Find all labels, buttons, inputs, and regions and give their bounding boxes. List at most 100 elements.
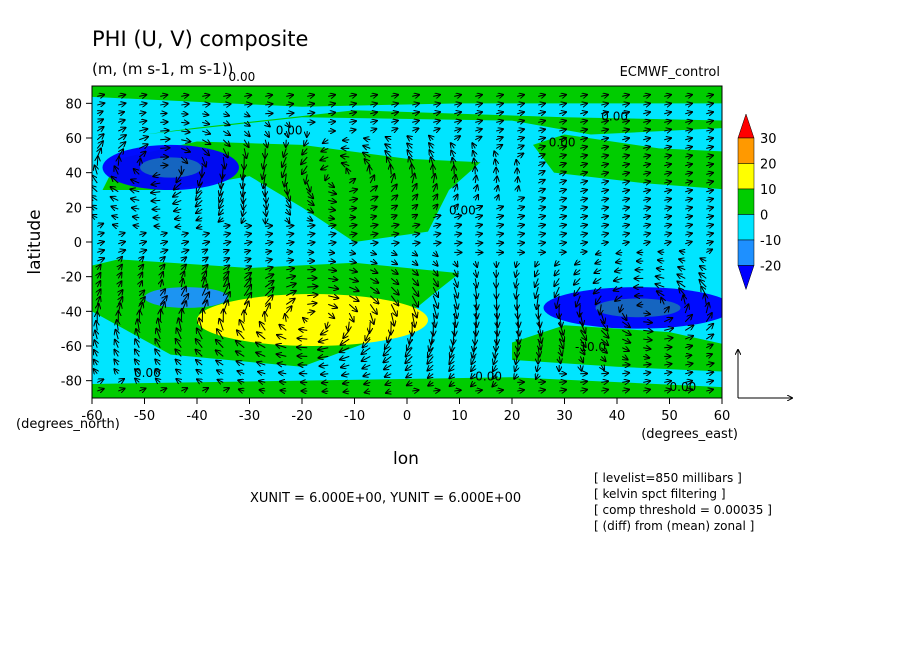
wind-vector: [97, 273, 100, 279]
wind-vector: [496, 103, 503, 105]
wind-vector: [115, 340, 118, 348]
wind-vector: [391, 261, 397, 264]
wind-vector: [559, 234, 566, 236]
wind-vector: [536, 374, 538, 379]
y-tick-label: 20: [65, 201, 82, 216]
wind-vector: [286, 208, 290, 215]
wind-vector: [321, 374, 329, 375]
wind-vector: [664, 307, 669, 314]
wind-vector: [664, 207, 671, 209]
wind-vector: [239, 389, 244, 391]
colorbar-swatch: [737, 214, 755, 241]
wind-vector: [496, 206, 503, 209]
wind-vector: [340, 347, 350, 352]
wind-vector: [685, 112, 692, 114]
source-label: ECMWF_control: [620, 65, 720, 80]
wind-vector: [411, 286, 418, 296]
x-tick-label: -50: [134, 409, 155, 424]
wind-vector: [685, 199, 692, 201]
wind-vector: [643, 147, 650, 149]
wind-vector: [328, 104, 335, 106]
wind-vector: [516, 260, 517, 267]
wind-vector: [118, 112, 124, 114]
wind-vector: [260, 390, 266, 391]
wind-vector: [580, 121, 587, 123]
wind-vector: [328, 209, 335, 210]
x-tick-label: 0: [403, 409, 411, 424]
wind-vector: [475, 103, 482, 105]
wind-vector: [365, 159, 371, 167]
wind-vector: [643, 339, 651, 340]
wind-vector: [616, 261, 623, 262]
wind-vector: [496, 243, 503, 244]
wind-vector: [265, 104, 272, 105]
wind-vector: [197, 226, 202, 228]
wind-vector: [118, 128, 125, 131]
wind-vector: [621, 321, 630, 328]
wind-vector: [622, 356, 627, 359]
wind-vector: [286, 226, 293, 227]
wind-vector: [433, 215, 440, 217]
wind-vector: [559, 189, 566, 191]
wind-vector: [601, 390, 608, 391]
wind-vector: [286, 95, 293, 97]
y-tick-label: 0: [74, 236, 82, 251]
wind-vector: [217, 370, 224, 373]
wind-vector: [363, 153, 371, 157]
wind-vector: [114, 166, 118, 175]
y-tick-label: 40: [65, 167, 82, 182]
wind-vector: [664, 347, 671, 348]
wind-vector: [320, 365, 329, 366]
wind-vector: [580, 216, 587, 218]
wind-vector: [517, 186, 518, 192]
wind-vector: [328, 95, 335, 97]
wind-vector: [432, 286, 438, 297]
wind-vector: [685, 138, 692, 140]
wind-vector: [181, 104, 188, 105]
wind-vector: [114, 369, 118, 374]
wind-vector: [559, 382, 566, 383]
wind-vector: [643, 173, 650, 175]
wind-vector: [139, 281, 142, 288]
wind-vector: [264, 287, 273, 297]
wind-vector: [601, 190, 608, 192]
wind-vector: [433, 252, 437, 256]
colorbar-swatch: [737, 113, 755, 139]
wind-vector: [601, 155, 608, 157]
wind-vector: [118, 290, 122, 297]
wind-vector: [664, 129, 671, 131]
wind-vector: [322, 382, 329, 383]
wind-vector: [321, 148, 329, 151]
wind-vector: [614, 278, 623, 280]
wind-vector: [405, 356, 413, 363]
wind-vector: [201, 148, 209, 155]
wind-vector: [622, 225, 629, 227]
y-unit-label: (degrees_north): [16, 417, 120, 432]
wind-vector: [454, 204, 458, 209]
wind-vector: [643, 373, 650, 374]
wind-vector: [132, 208, 140, 209]
wind-vector: [139, 257, 143, 261]
wind-vector: [223, 114, 229, 116]
wind-vector: [471, 382, 475, 386]
wind-vector: [174, 182, 182, 190]
wind-vector: [538, 225, 545, 227]
wind-vector: [92, 215, 97, 218]
wind-vector: [265, 259, 272, 261]
wind-vector: [321, 166, 329, 170]
wind-vector: [370, 278, 378, 282]
wind-vector: [433, 184, 436, 192]
wind-vector: [279, 373, 287, 374]
wind-vector: [369, 286, 379, 293]
wind-vector: [286, 284, 296, 288]
wind-vector: [181, 95, 188, 97]
wind-vector: [622, 390, 629, 392]
wind-vector: [559, 138, 566, 140]
wind-vector: [706, 181, 713, 183]
wind-vector: [594, 270, 602, 273]
wind-vector: [196, 370, 203, 374]
wind-vector: [538, 234, 545, 236]
wind-vector: [431, 157, 434, 166]
wind-vector: [390, 278, 398, 284]
wind-vector: [450, 382, 455, 386]
